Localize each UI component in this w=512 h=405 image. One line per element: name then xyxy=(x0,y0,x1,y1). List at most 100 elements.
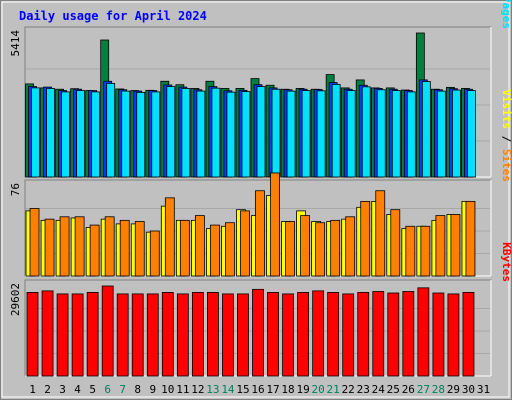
panel-hits-files-pages: 5414 Hits / Files / Pages xyxy=(9,0,512,178)
bar-sites-day-14 xyxy=(225,222,235,277)
x-tick-label-22: 22 xyxy=(342,383,355,396)
x-tick-label-15: 15 xyxy=(236,383,249,396)
bar-pages-day-7 xyxy=(121,90,131,178)
series-kbytes xyxy=(26,285,475,377)
x-tick-label-10: 10 xyxy=(161,383,174,396)
legend-pages: Pages xyxy=(500,0,512,29)
y-max-label: 5414 xyxy=(9,30,22,57)
bar-sites-day-3 xyxy=(59,216,70,277)
bar-kbytes-day-8 xyxy=(131,293,144,377)
x-tick-label-9: 9 xyxy=(149,383,156,396)
x-tick-label-31: 31 xyxy=(477,383,490,396)
bar-sites-day-25 xyxy=(390,209,401,277)
x-tick-label-14: 14 xyxy=(221,383,235,396)
bar-pages-day-2 xyxy=(46,88,55,178)
bar-pages-day-11 xyxy=(181,88,191,178)
bar-pages-day-28 xyxy=(436,90,446,178)
bar-sites-day-11 xyxy=(179,219,190,277)
bar-kbytes-day-2 xyxy=(41,290,54,377)
bar-pages-day-13 xyxy=(211,87,221,178)
bar-kbytes-day-28 xyxy=(432,292,445,377)
bar-pages-day-26 xyxy=(406,91,416,178)
series-pages xyxy=(31,81,476,178)
bar-kbytes-day-23 xyxy=(357,291,370,377)
bar-sites-day-6 xyxy=(104,216,115,277)
bar-sites-day-12 xyxy=(194,215,205,277)
bar-sites-day-29 xyxy=(450,214,461,277)
legend-visits: Visits xyxy=(500,89,512,129)
bar-pages-day-12 xyxy=(196,90,206,178)
legend: KBytes xyxy=(500,242,512,282)
bar-kbytes-day-16 xyxy=(252,288,264,377)
bar-sites-day-4 xyxy=(74,216,85,277)
bar-sites-day-27 xyxy=(420,225,431,277)
x-tick-label-19: 19 xyxy=(296,383,309,396)
legend-separator: / xyxy=(500,129,512,149)
x-axis-labels: 1 2 3 4 5 6 7 8 9 10 11 12 13 14 15 16 17 18 19 20 21 22 23 24 2… xyxy=(29,383,490,396)
bar-sites-day-20 xyxy=(315,222,326,277)
bar-sites-day-24 xyxy=(375,190,386,277)
bar-kbytes-day-19 xyxy=(297,291,310,377)
bar-kbytes-day-13 xyxy=(206,291,219,377)
bar-kbytes-day-29 xyxy=(447,293,460,377)
x-tick-label-7: 7 xyxy=(119,383,126,396)
bar-kbytes-day-15 xyxy=(237,293,249,377)
x-tick-label-17: 17 xyxy=(266,383,279,396)
bar-sites-day-22 xyxy=(345,216,356,277)
bar-kbytes-day-26 xyxy=(402,291,415,377)
legend-kbytes: KBytes xyxy=(500,242,512,282)
panel-kbytes: 29602 KBytes xyxy=(9,242,512,377)
x-tick-label-25: 25 xyxy=(387,383,400,396)
series-sites xyxy=(29,172,476,277)
bar-kbytes-day-3 xyxy=(56,293,69,377)
bar-kbytes-day-5 xyxy=(86,291,99,377)
bar-sites-day-10 xyxy=(164,197,175,277)
chart-title: Daily usage for April 2024 xyxy=(19,9,207,23)
panel-visits-sites: 76 Visits / Sites xyxy=(9,89,512,277)
bar-pages-day-9 xyxy=(151,91,161,178)
bar-sites-day-1 xyxy=(29,208,40,277)
bar-kbytes-day-21 xyxy=(327,291,340,377)
bar-pages-day-29 xyxy=(452,89,461,178)
x-tick-label-4: 4 xyxy=(74,383,81,396)
bar-pages-day-8 xyxy=(136,92,146,178)
bar-sites-day-9 xyxy=(149,230,160,277)
x-tick-label-5: 5 xyxy=(89,383,96,396)
bar-pages-day-30 xyxy=(467,90,476,178)
x-tick-label-29: 29 xyxy=(447,383,460,396)
bar-kbytes-day-7 xyxy=(116,293,129,377)
bar-pages-day-14 xyxy=(226,91,236,178)
bar-kbytes-day-6 xyxy=(101,285,114,377)
legend: Hits / Files / Pages xyxy=(500,0,512,29)
bar-pages-day-23 xyxy=(361,86,371,178)
bar-sites-day-5 xyxy=(89,224,100,277)
bar-kbytes-day-1 xyxy=(26,291,39,377)
bar-sites-day-16 xyxy=(255,190,265,277)
bar-kbytes-day-24 xyxy=(372,291,385,377)
bar-kbytes-day-20 xyxy=(312,290,325,377)
x-tick-label-2: 2 xyxy=(44,383,51,396)
x-tick-label-28: 28 xyxy=(432,383,445,396)
bar-pages-day-10 xyxy=(166,86,176,178)
bar-sites-day-2 xyxy=(44,218,55,277)
bar-sites-day-18 xyxy=(285,221,295,277)
bar-pages-day-16 xyxy=(256,86,266,178)
x-tick-label-6: 6 xyxy=(104,383,111,396)
bar-sites-day-30 xyxy=(465,200,476,277)
x-tick-label-30: 30 xyxy=(462,383,475,396)
x-tick-label-18: 18 xyxy=(281,383,294,396)
bar-pages-day-17 xyxy=(271,88,281,178)
x-tick-label-16: 16 xyxy=(251,383,264,396)
bar-pages-day-18 xyxy=(286,90,296,178)
bar-kbytes-day-22 xyxy=(342,293,355,377)
x-tick-label-24: 24 xyxy=(372,383,386,396)
bar-kbytes-day-11 xyxy=(176,293,189,377)
bar-sites-day-19 xyxy=(300,215,311,277)
bar-kbytes-day-27 xyxy=(417,287,430,377)
bar-sites-day-28 xyxy=(435,215,446,277)
bar-sites-day-15 xyxy=(240,210,250,277)
bar-pages-day-24 xyxy=(376,89,386,178)
bar-pages-day-15 xyxy=(241,91,251,178)
